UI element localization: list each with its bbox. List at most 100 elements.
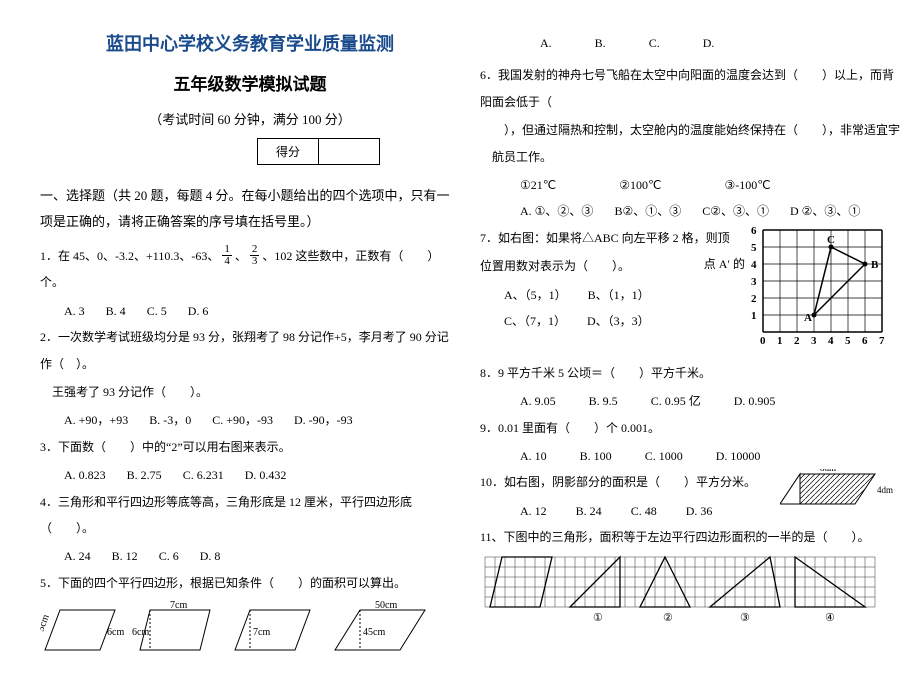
svg-text:0: 0	[760, 335, 766, 347]
q6-o2: ②100℃	[619, 172, 661, 198]
svg-text:6cm: 6cm	[132, 627, 149, 638]
q8-opt-d: D. 0.905	[734, 388, 776, 414]
svg-text:2: 2	[751, 293, 757, 305]
frac-1-4: 14	[222, 244, 232, 267]
q9-opt-b: B. 100	[580, 443, 612, 469]
q2-opt-b: B. -3，0	[149, 407, 191, 433]
q5-opt-c: C.	[649, 30, 660, 56]
q6-options: A. ①、②、③ B②、①、③ C②、③、① D ②、③、①	[480, 198, 900, 224]
q9-opt-c: C. 1000	[645, 443, 683, 469]
svg-text:3: 3	[751, 276, 757, 288]
svg-text:45cm: 45cm	[363, 627, 385, 638]
q1-opt-d: D. 6	[188, 298, 209, 324]
svg-text:1: 1	[751, 310, 757, 322]
q2-options: A. +90，+93 B. -3，0 C. +90，-93 D. -90，-93	[40, 407, 460, 433]
q6-o1: ①21℃	[520, 172, 556, 198]
svg-text:4: 4	[751, 259, 757, 271]
q5-opt-d: D.	[703, 30, 715, 56]
svg-text:7cm: 7cm	[170, 600, 187, 611]
q7-grid: ABC01234567123456	[745, 225, 900, 360]
title-main: 蓝田中心学校义务教育学业质量监测	[40, 30, 460, 56]
exam-info: （考试时间 60 分钟，满分 100 分）	[40, 109, 460, 128]
svg-text:②: ②	[663, 612, 673, 624]
score-label: 得分	[257, 139, 318, 165]
q2-opt-a: A. +90，+93	[64, 407, 128, 433]
svg-text:1: 1	[777, 335, 783, 347]
q11-figure: ① ② ③ ④	[480, 552, 880, 630]
svg-text:C: C	[827, 234, 835, 246]
q4-opt-b: B. 12	[112, 543, 138, 569]
q3-opt-c: C. 6.231	[183, 462, 224, 488]
q6-opt-c: C②、③、①	[702, 198, 769, 224]
q7-opt-c: C、（7，1）	[504, 308, 566, 334]
q5-options: A. B. C. D.	[480, 30, 900, 56]
svg-text:7cm: 7cm	[253, 627, 270, 638]
q8-opt-c: C. 0.95 亿	[651, 388, 701, 414]
q6-o3: ③-100℃	[724, 172, 770, 198]
q1-opt-a: A. 3	[64, 298, 85, 324]
q3-options: A. 0.823 B. 2.75 C. 6.231 D. 0.432	[40, 462, 460, 488]
q8-stem: 8．9 平方千米 5 公顷＝（ ）平方千米。	[480, 360, 900, 386]
q9-opt-d: D. 10000	[716, 443, 761, 469]
q2-stem1: 2．一次数学考试班级均分是 93 分，张翔考了 98 分记作+5，李月考了 90…	[40, 324, 460, 377]
q8-options: A. 9.05 B. 9.5 C. 0.95 亿 D. 0.905	[480, 388, 900, 414]
q6-stem1: 6．我国发射的神舟七号飞船在太空中向阳面的温度会达到（ ）以上，而背阳面会低于（	[480, 62, 900, 115]
q6-opt-a: A. ①、②、③	[520, 198, 593, 224]
svg-text:③: ③	[740, 612, 750, 624]
svg-text:8dm: 8dm	[820, 469, 836, 473]
q7-opt-a: A、（5，1）	[504, 282, 567, 308]
svg-text:6cm: 6cm	[107, 627, 124, 638]
svg-text:50cm: 50cm	[375, 600, 397, 611]
q3-opt-a: A. 0.823	[64, 462, 106, 488]
q4-opt-c: C. 6	[159, 543, 179, 569]
title-sub: 五年级数学模拟试题	[40, 70, 460, 95]
q9-options: A. 10 B. 100 C. 1000 D. 10000	[480, 443, 900, 469]
svg-text:3: 3	[811, 335, 817, 347]
svg-text:5cm: 5cm	[40, 613, 52, 633]
svg-text:6: 6	[751, 225, 757, 237]
section-1-head: 一、选择题（共 20 题，每题 4 分。在每小题给出的四个选项中，只有一项是正确…	[40, 183, 460, 235]
svg-text:5: 5	[751, 242, 757, 254]
q4-opt-a: A. 24	[64, 543, 91, 569]
q5-stem: 5．下面的四个平行四边形，根据已知条件（ ）的面积可以算出。	[40, 570, 460, 596]
svg-text:A: A	[804, 312, 812, 324]
q3-stem: 3．下面数（ ）中的“2”可以用右图来表示。	[40, 434, 460, 460]
svg-text:7: 7	[879, 335, 885, 347]
q11-stem: 11、下图中的三角形，面积等于左边平行四边形面积的一半的是（ ）。	[480, 524, 900, 550]
q1-stem: 1．在 45、0、-3.2、+110.3、-63、 14 、 23 、102 这…	[40, 243, 460, 296]
q9-opt-a: A. 10	[520, 443, 547, 469]
q8-opt-a: A. 9.05	[520, 388, 556, 414]
q5-opt-b: B.	[595, 30, 606, 56]
svg-text:④: ④	[825, 612, 835, 624]
svg-text:4dm: 4dm	[877, 485, 893, 495]
q8-opt-b: B. 9.5	[589, 388, 618, 414]
q1-opt-b: B. 4	[106, 298, 126, 324]
svg-text:2: 2	[794, 335, 800, 347]
q2-opt-c: C. +90，-93	[212, 407, 273, 433]
q7-opt-b: B、（1，1）	[588, 282, 650, 308]
q4-stem: 4．三角形和平行四边形等底等高，三角形底是 12 厘米，平行四边形底（ ）。	[40, 489, 460, 542]
q10-opt-b: B. 24	[576, 498, 602, 524]
q9-stem: 9．0.01 里面有（ ）个 0.001。	[480, 415, 900, 441]
q6-circled: ①21℃ ②100℃ ③-100℃	[480, 172, 900, 198]
frac-2-3: 23	[250, 244, 260, 267]
svg-text:B: B	[871, 259, 879, 271]
parallelograms-svg: 5cm 6cm 6cm 7cm 7cm	[40, 600, 440, 670]
q1-options: A. 3 B. 4 C. 5 D. 6	[40, 298, 460, 324]
svg-text:①: ①	[593, 612, 603, 624]
q7-opt-d: D、（3，3）	[587, 308, 650, 334]
q4-opt-d: D. 8	[200, 543, 221, 569]
q6-opt-b: B②、①、③	[614, 198, 681, 224]
q5-opt-a: A.	[540, 30, 552, 56]
q10-opt-c: C. 48	[631, 498, 657, 524]
svg-text:5: 5	[845, 335, 851, 347]
svg-text:6: 6	[862, 335, 868, 347]
q2-stem2: 王强考了 93 分记作（ ）。	[40, 379, 460, 405]
score-blank	[318, 139, 379, 165]
q10-opt-d: D. 36	[686, 498, 713, 524]
q1-opt-c: C. 5	[147, 298, 167, 324]
q4-options: A. 24 B. 12 C. 6 D. 8	[40, 543, 460, 569]
score-box: 得分	[257, 138, 380, 165]
q3-opt-b: B. 2.75	[127, 462, 162, 488]
q10-figure: 8dm 4dm	[780, 469, 900, 517]
